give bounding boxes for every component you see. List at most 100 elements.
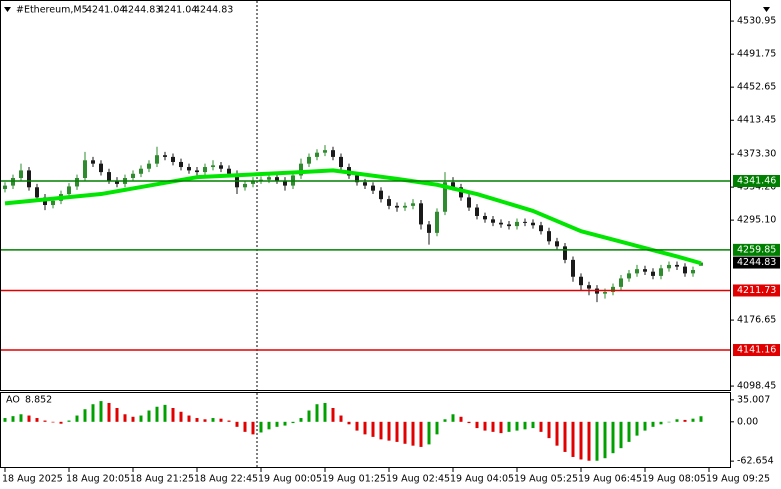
ao-bar (35, 418, 39, 422)
ao-bar (203, 419, 207, 422)
candle-body (603, 291, 607, 294)
candle-body (75, 178, 79, 187)
x-tick-label: 18 Aug 2025 (2, 474, 63, 485)
ao-bar (627, 421, 631, 442)
ao-bar (323, 402, 327, 422)
ao-bar (251, 421, 255, 435)
ao-bar (171, 407, 175, 422)
ao-bar (219, 418, 223, 422)
candle-body (219, 165, 223, 169)
candle-body (435, 211, 439, 233)
ao-bar (195, 418, 199, 422)
candle-body (67, 186, 71, 195)
y-tick-label: 4491.75 (737, 49, 776, 60)
ao-bar (395, 421, 399, 442)
ao-bar (691, 418, 695, 422)
candle-body (11, 178, 15, 186)
ao-bar (507, 421, 511, 432)
ao-bar (155, 406, 159, 422)
ao-bar (403, 421, 407, 444)
x-tick-label: 19 Aug 04:05 (450, 474, 514, 485)
ao-bar (443, 419, 447, 422)
scroll-arrow[interactable] (763, 7, 770, 12)
candle-body (483, 215, 487, 220)
candle-body (555, 241, 559, 247)
ao-bar (643, 421, 647, 431)
level-label: 4211.73 (737, 285, 776, 296)
ao-bar (699, 416, 703, 422)
ao-bar (467, 421, 471, 424)
ao-bar (91, 404, 95, 422)
ao-bar (99, 401, 103, 422)
candle-body (635, 269, 639, 274)
x-tick-label: 18 Aug 20:05 (66, 474, 130, 485)
candle-body (651, 271, 655, 276)
ao-bar (587, 421, 591, 461)
ao-bar (387, 421, 391, 441)
candle-body (451, 182, 455, 188)
ao-bar (355, 421, 359, 431)
candle-body (131, 173, 135, 179)
candle-body (403, 205, 407, 208)
ao-bar (499, 421, 503, 434)
x-tick-label: 19 Aug 05:25 (514, 474, 578, 485)
ao-bar (331, 407, 335, 422)
x-tick-label: 19 Aug 01:25 (322, 474, 386, 485)
candle-body (355, 175, 359, 183)
candle-body (587, 285, 591, 289)
candle-body (539, 225, 543, 232)
candle-body (91, 160, 95, 164)
candle-body (315, 152, 319, 157)
ao-bar (131, 416, 135, 422)
y-tick-label: 4373.30 (737, 149, 776, 160)
candle-body (283, 180, 287, 186)
candle-body (331, 150, 335, 157)
candle-body (523, 221, 527, 223)
y-tick-label: 4176.65 (737, 315, 776, 326)
candle-body (203, 167, 207, 173)
ao-bar (179, 411, 183, 422)
ao-bar (187, 415, 191, 422)
ohlc-close: 4244.83 (194, 5, 233, 16)
ao-bar (267, 421, 271, 430)
x-tick-label: 19 Aug 09:25 (706, 474, 770, 485)
candle-body (467, 197, 471, 208)
ao-bar (683, 419, 687, 422)
moving-average (4, 168, 702, 266)
ao-bar (67, 420, 71, 422)
ao-bar (347, 421, 351, 425)
level-label: 4259.85 (737, 244, 776, 255)
candle-body (419, 203, 423, 225)
candle-body (107, 172, 111, 181)
ao-bar (211, 418, 215, 422)
candle-body (515, 221, 519, 227)
ao-bar (243, 421, 247, 432)
candle-body (531, 222, 535, 226)
ao-bar (275, 421, 279, 427)
ao-bar (563, 421, 567, 452)
ao-bar (451, 414, 455, 422)
candle-body (179, 161, 183, 168)
y-tick-label: 4452.65 (737, 82, 776, 93)
candle-body (275, 177, 279, 181)
candle-body (51, 200, 55, 206)
level-label-box (733, 174, 780, 187)
candle-body (379, 190, 383, 200)
candle-body (547, 231, 551, 242)
ao-bar (427, 421, 431, 445)
candle-body (299, 163, 303, 176)
candle-body (267, 177, 271, 180)
level-label: 4141.16 (737, 345, 776, 356)
candle-body (667, 264, 671, 269)
ao-bar (611, 421, 615, 454)
ao-bar (547, 421, 551, 439)
current-price-box (733, 256, 780, 269)
ao-bar (483, 421, 487, 431)
x-tick-label: 18 Aug 22:45 (194, 474, 258, 485)
y-tick-label: 0.00 (737, 416, 758, 427)
menu-arrow[interactable] (4, 7, 11, 12)
candle-body (307, 156, 311, 164)
candle-body (19, 170, 23, 179)
ao-bar (123, 414, 127, 422)
y-tick-label: 4413.45 (737, 115, 776, 126)
